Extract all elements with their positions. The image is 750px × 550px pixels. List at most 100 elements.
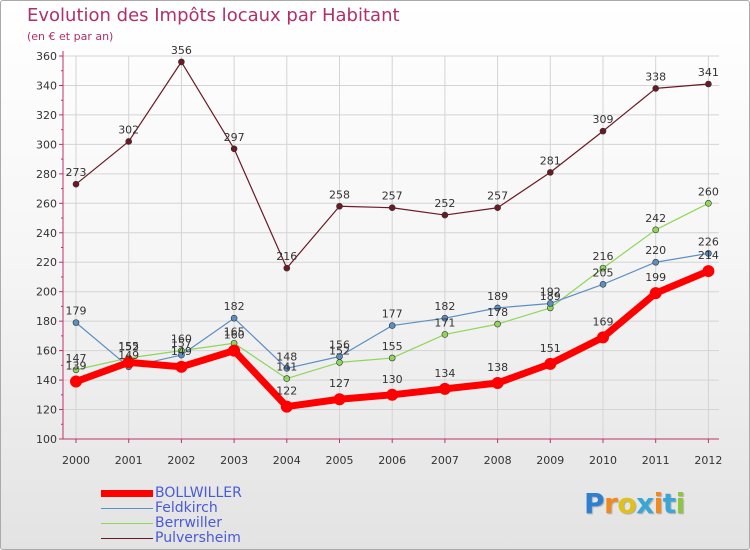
logo-letter: r bbox=[604, 487, 618, 520]
data-label-berrwiller: 189 bbox=[540, 290, 561, 303]
data-label-feldkirch: 205 bbox=[593, 266, 614, 279]
chart-title: Evolution des Impôts locaux par Habitant bbox=[27, 5, 400, 26]
data-label-feldkirch: 182 bbox=[224, 300, 245, 313]
data-label-pulversheim: 258 bbox=[329, 188, 350, 201]
data-label-berrwiller: 160 bbox=[171, 333, 192, 346]
data-point-bollwiller bbox=[597, 331, 609, 344]
data-point-feldkirch bbox=[72, 319, 80, 326]
data-label-berrwiller: 260 bbox=[698, 185, 719, 198]
data-label-pulversheim: 257 bbox=[382, 190, 403, 203]
logo-letter: i bbox=[653, 487, 664, 520]
data-label-bollwiller: 169 bbox=[593, 315, 614, 328]
data-label-berrwiller: 216 bbox=[593, 250, 614, 263]
data-label-feldkirch: 226 bbox=[698, 235, 719, 248]
y-tick-label: 160 bbox=[36, 345, 57, 358]
data-point-pulversheim bbox=[178, 58, 185, 66]
data-label-pulversheim: 338 bbox=[645, 70, 666, 83]
data-label-pulversheim: 252 bbox=[434, 197, 455, 210]
x-tick-label: 2007 bbox=[431, 454, 459, 467]
data-point-pulversheim bbox=[705, 80, 712, 88]
data-label-bollwiller: 130 bbox=[382, 373, 403, 386]
data-label-berrwiller: 165 bbox=[224, 325, 245, 338]
data-point-feldkirch bbox=[388, 322, 396, 329]
data-point-bollwiller bbox=[702, 265, 715, 278]
data-label-bollwiller: 127 bbox=[329, 377, 350, 390]
data-point-pulversheim bbox=[388, 204, 396, 212]
data-point-bollwiller bbox=[491, 377, 504, 390]
logo-letter: i bbox=[675, 487, 686, 520]
y-tick-label: 200 bbox=[36, 286, 57, 299]
data-label-pulversheim: 297 bbox=[224, 131, 245, 144]
data-label-feldkirch: 189 bbox=[487, 290, 508, 303]
data-label-feldkirch: 149 bbox=[118, 349, 139, 362]
x-tick-label: 2012 bbox=[694, 454, 722, 467]
legend-label-bollwiller: BOLLWILLER bbox=[155, 485, 242, 501]
data-point-pulversheim bbox=[441, 211, 449, 219]
data-label-berrwiller: 141 bbox=[276, 361, 297, 374]
legend-swatch-feldkirch bbox=[101, 508, 153, 509]
data-point-berrwiller bbox=[599, 264, 607, 272]
data-label-pulversheim: 309 bbox=[593, 113, 614, 126]
data-label-pulversheim: 356 bbox=[171, 44, 192, 57]
y-tick-label: 300 bbox=[36, 138, 57, 151]
data-labels: 273 302 356 297 216 258 257 252 257 281 309 338 341 1… bbox=[66, 44, 719, 398]
data-label-berrwiller: 152 bbox=[329, 344, 350, 357]
data-point-bollwiller bbox=[649, 287, 662, 300]
legend-swatch-pulversheim bbox=[101, 538, 153, 539]
data-label-feldkirch: 179 bbox=[66, 305, 87, 318]
data-label-pulversheim: 341 bbox=[698, 66, 719, 79]
data-label-bollwiller: 160 bbox=[224, 329, 245, 342]
data-point-bollwiller bbox=[122, 356, 135, 369]
data-label-bollwiller: 214 bbox=[698, 249, 719, 262]
data-label-bollwiller: 122 bbox=[276, 385, 297, 398]
data-point-pulversheim bbox=[336, 202, 343, 210]
data-point-pulversheim bbox=[125, 138, 132, 145]
data-point-pulversheim bbox=[283, 264, 291, 272]
data-label-feldkirch: 177 bbox=[382, 308, 403, 321]
data-point-bollwiller bbox=[544, 357, 557, 370]
axes: 100 120 140 160 180 200 220 240 260 280 300 320 340 3… bbox=[36, 50, 722, 467]
y-tick-label: 260 bbox=[36, 197, 57, 210]
data-label-berrwiller: 178 bbox=[487, 306, 508, 319]
grid bbox=[63, 55, 719, 440]
y-tick-label: 280 bbox=[36, 168, 57, 181]
x-tick-label: 2003 bbox=[220, 454, 248, 467]
data-label-bollwiller: 199 bbox=[645, 271, 666, 284]
data-point-berrwiller bbox=[72, 366, 80, 374]
data-label-feldkirch: 220 bbox=[645, 244, 666, 257]
data-label-bollwiller: 139 bbox=[66, 360, 87, 373]
y-tick-label: 360 bbox=[36, 50, 57, 63]
data-label-pulversheim: 273 bbox=[66, 166, 87, 179]
legend-swatch-berrwiller bbox=[101, 523, 153, 524]
legend-swatch-bollwiller bbox=[101, 490, 153, 497]
data-point-berrwiller bbox=[388, 354, 396, 362]
x-tick-label: 2006 bbox=[378, 454, 406, 467]
data-label-pulversheim: 257 bbox=[487, 190, 508, 203]
data-point-berrwiller bbox=[283, 375, 291, 382]
proxiti-logo: Proxiti bbox=[584, 487, 685, 520]
data-point-feldkirch bbox=[283, 364, 291, 372]
data-point-bollwiller bbox=[280, 400, 293, 413]
data-label-bollwiller: 152 bbox=[118, 340, 139, 353]
x-tick-label: 2002 bbox=[167, 454, 195, 467]
data-point-feldkirch bbox=[652, 258, 660, 266]
data-point-pulversheim bbox=[599, 127, 607, 135]
y-tick-label: 320 bbox=[36, 109, 57, 122]
data-point-feldkirch bbox=[546, 300, 554, 307]
series-group bbox=[70, 58, 715, 413]
x-tick-label: 2000 bbox=[62, 454, 90, 467]
x-tick-label: 2001 bbox=[115, 454, 143, 467]
x-tick-label: 2009 bbox=[536, 454, 564, 467]
legend-label-berrwiller: Berrwiller bbox=[155, 515, 222, 531]
data-point-feldkirch bbox=[599, 281, 607, 288]
data-point-berrwiller bbox=[652, 226, 660, 234]
data-point-pulversheim bbox=[72, 180, 80, 188]
data-point-berrwiller bbox=[441, 331, 449, 338]
data-label-feldkirch: 148 bbox=[276, 350, 297, 363]
y-tick-label: 140 bbox=[36, 374, 57, 387]
data-point-feldkirch bbox=[494, 304, 501, 312]
data-label-berrwiller: 155 bbox=[382, 340, 403, 353]
chart-subtitle: (en € et par an) bbox=[27, 30, 114, 43]
y-tick-label: 180 bbox=[36, 315, 57, 328]
data-label-bollwiller: 138 bbox=[487, 361, 508, 374]
